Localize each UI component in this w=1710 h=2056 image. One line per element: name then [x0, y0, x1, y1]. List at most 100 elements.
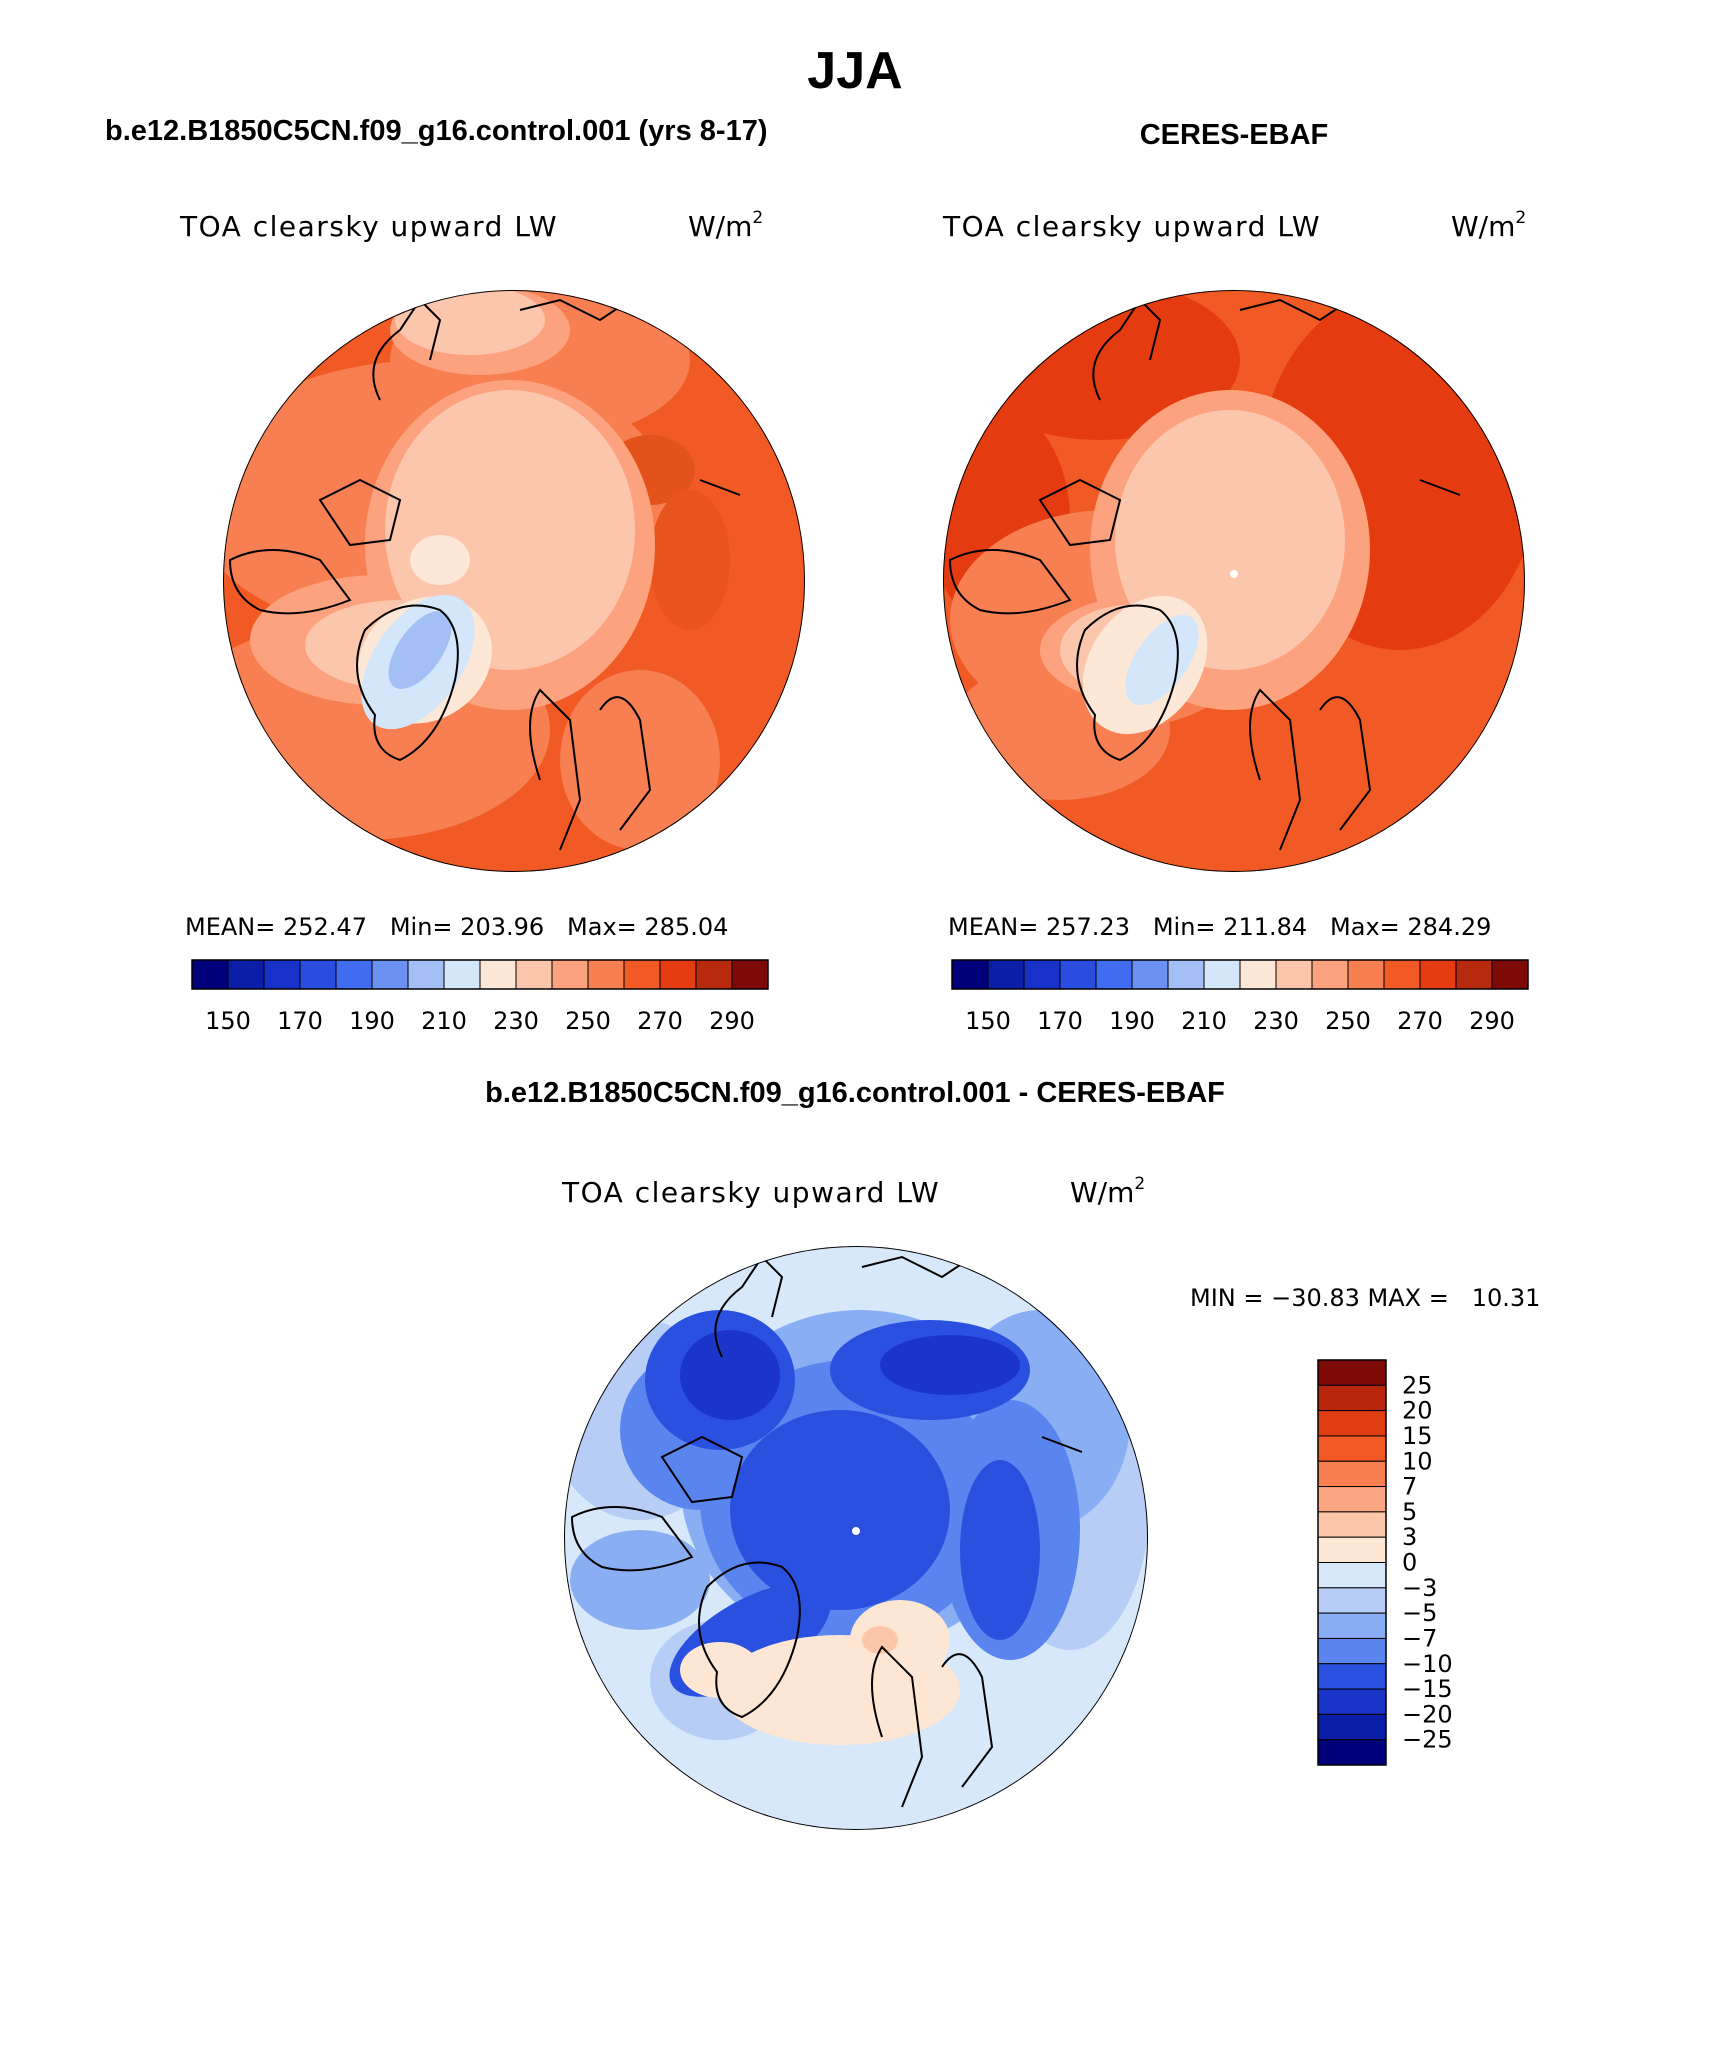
diff-colorbar-label: 5 [1402, 1498, 1417, 1526]
diff-polar-map [564, 1246, 1148, 1830]
obs-colorbar-swatch [987, 959, 1025, 990]
diff-colorbar-swatch [1317, 1536, 1387, 1563]
diff-colorbar-label: −5 [1402, 1599, 1437, 1627]
model-colorbar-swatch [443, 959, 481, 990]
diff-colorbar-swatch [1317, 1739, 1387, 1766]
model-colorbar-swatch [371, 959, 409, 990]
model-colorbar-swatch [263, 959, 301, 990]
model-panel-title: b.e12.B1850C5CN.f09_g16.control.001 (yrs… [105, 115, 767, 147]
diff-colorbar-swatch [1317, 1688, 1387, 1715]
diff-colorbar-swatch [1317, 1460, 1387, 1488]
diff-colorbar-frame [1317, 1359, 1387, 1766]
model-colorbar-label: 230 [493, 1007, 539, 1035]
model-colorbar: 150 170 190 210 230 250 270 290 [191, 959, 769, 1035]
obs-colorbar-swatch [1167, 959, 1205, 990]
obs-units-label: W/m2 [1451, 208, 1526, 243]
model-colorbar-label: 290 [709, 1007, 755, 1035]
model-colorbar-swatch [623, 959, 661, 990]
diff-colorbar-swatch [1317, 1359, 1387, 1386]
diff-colorbar-label: 15 [1402, 1422, 1433, 1450]
diff-colorbar-swatch [1317, 1562, 1387, 1589]
model-colorbar-frame [191, 959, 769, 990]
obs-colorbar-label: 270 [1397, 1007, 1443, 1035]
diff-coastlines [570, 1255, 1083, 1808]
obs-colorbar-swatch [951, 959, 989, 990]
diff-colorbar-swatch [1317, 1663, 1387, 1690]
obs-colorbar-frame [951, 959, 1529, 990]
obs-colorbar-swatch [1347, 959, 1385, 990]
model-colorbar-label: 170 [277, 1007, 323, 1035]
diff-colorbar-label: 20 [1402, 1397, 1433, 1425]
model-colorbar-swatch [191, 959, 229, 990]
model-colorbar-swatch [299, 959, 337, 990]
model-variable-label: TOA clearsky upward LW [179, 210, 558, 243]
diff-colorbar-swatch [1317, 1587, 1387, 1614]
obs-colorbar-swatch [1095, 959, 1133, 990]
obs-colorbar-swatch [1239, 959, 1277, 990]
obs-colorbar-swatch [1023, 959, 1061, 990]
model-colorbar-swatch [587, 959, 625, 990]
obs-colorbar-swatch [1059, 959, 1097, 990]
model-colorbar-swatch [731, 959, 769, 990]
diff-colorbar-swatch [1317, 1637, 1387, 1665]
diff-colorbar-label: 3 [1402, 1523, 1417, 1551]
diff-colorbar-swatch [1317, 1486, 1387, 1513]
diff-colorbar-label: 25 [1402, 1371, 1433, 1399]
diff-panel-title: b.e12.B1850C5CN.f09_g16.control.001 - CE… [485, 1077, 1225, 1109]
model-colorbar-label: 190 [349, 1007, 395, 1035]
obs-colorbar-label: 190 [1109, 1007, 1155, 1035]
diff-colorbar-label: 7 [1402, 1473, 1417, 1501]
model-units-label: W/m2 [688, 208, 763, 243]
obs-colorbar-label: 290 [1469, 1007, 1515, 1035]
model-colorbar-label: 150 [205, 1007, 251, 1035]
diff-colorbar-swatch [1317, 1713, 1387, 1741]
obs-colorbar-swatch [1275, 959, 1313, 990]
obs-colorbar-swatch [1203, 959, 1241, 990]
diff-colorbar-swatch [1317, 1410, 1387, 1437]
diff-units-label: W/m2 [1070, 1174, 1145, 1209]
diff-variable-label: TOA clearsky upward LW [561, 1176, 940, 1209]
obs-colorbar-swatch [1491, 959, 1529, 990]
model-colorbar-swatch [335, 959, 373, 990]
obs-stats: MEAN= 257.23 Min= 211.84 Max= 284.29 [948, 913, 1491, 941]
diff-colorbar-label: 10 [1402, 1447, 1433, 1475]
diff-colorbar-label: −15 [1402, 1675, 1453, 1703]
obs-colorbar-swatch [1311, 959, 1349, 990]
obs-colorbar-label: 230 [1253, 1007, 1299, 1035]
model-colorbar-label: 210 [421, 1007, 467, 1035]
model-colorbar-swatch [515, 959, 553, 990]
obs-variable-label: TOA clearsky upward LW [942, 210, 1321, 243]
diff-colorbar-label: −20 [1402, 1700, 1453, 1728]
obs-colorbar-label: 150 [965, 1007, 1011, 1035]
obs-colorbar-swatch [1383, 959, 1421, 990]
model-colorbar-swatch [227, 959, 265, 990]
diff-colorbar-swatch [1317, 1384, 1387, 1412]
diff-colorbar-swatch [1317, 1612, 1387, 1639]
diff-colorbar-label: −3 [1402, 1574, 1437, 1602]
obs-greenland-ice [1125, 614, 1199, 706]
model-polar-map [223, 290, 805, 872]
obs-colorbar-swatch [1419, 959, 1457, 990]
obs-coastlines [948, 298, 1461, 851]
obs-colorbar-label: 210 [1181, 1007, 1227, 1035]
obs-colorbar: 150 170 190 210 230 250 270 290 [951, 959, 1529, 1035]
diff-colorbar-swatch [1317, 1435, 1387, 1462]
diff-min-max: MIN = −30.83 MAX = 10.31 [1190, 1284, 1540, 1312]
obs-colorbar-label: 250 [1325, 1007, 1371, 1035]
diff-colorbar-label: −10 [1402, 1650, 1453, 1678]
diff-colorbar-label: −25 [1402, 1726, 1453, 1754]
obs-polar-map [943, 290, 1525, 872]
diff-colorbar-swatch [1317, 1511, 1387, 1538]
obs-colorbar-label: 170 [1037, 1007, 1083, 1035]
model-colorbar-swatch [695, 959, 733, 990]
diff-colorbar-label: 0 [1402, 1549, 1417, 1577]
season-title: JJA [807, 42, 902, 100]
obs-colorbar-swatch [1131, 959, 1169, 990]
model-colorbar-swatch [659, 959, 697, 990]
model-colorbar-swatch [479, 959, 517, 990]
model-colorbar-label: 270 [637, 1007, 683, 1035]
model-colorbar-swatch [551, 959, 589, 990]
model-coastlines [228, 298, 741, 851]
diff-colorbar-label: −7 [1402, 1624, 1437, 1652]
